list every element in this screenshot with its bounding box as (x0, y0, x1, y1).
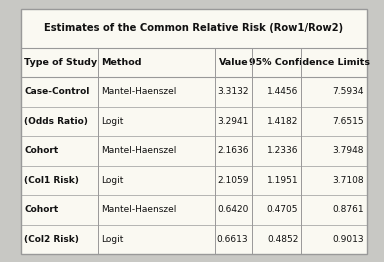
Text: Mantel-Haenszel: Mantel-Haenszel (101, 87, 176, 96)
Text: Method: Method (101, 58, 141, 67)
Text: Logit: Logit (101, 176, 123, 185)
Text: 95% Confidence Limits: 95% Confidence Limits (248, 58, 370, 67)
Text: Logit: Logit (101, 117, 123, 126)
Text: 3.7108: 3.7108 (332, 176, 364, 185)
Text: Cohort: Cohort (24, 205, 58, 214)
Text: 0.6420: 0.6420 (217, 205, 248, 214)
Text: Estimates of the Common Relative Risk (Row1/Row2): Estimates of the Common Relative Risk (R… (45, 23, 343, 33)
Text: 7.6515: 7.6515 (332, 117, 364, 126)
Text: (Odds Ratio): (Odds Ratio) (24, 117, 88, 126)
Text: Case-Control: Case-Control (24, 87, 89, 96)
Text: 3.3132: 3.3132 (217, 87, 248, 96)
Text: Cohort: Cohort (24, 146, 58, 155)
Text: 3.7948: 3.7948 (332, 146, 364, 155)
Text: Logit: Logit (101, 235, 123, 244)
Text: 0.8761: 0.8761 (332, 205, 364, 214)
Text: 7.5934: 7.5934 (332, 87, 364, 96)
Text: 2.1636: 2.1636 (217, 146, 248, 155)
Text: 0.9013: 0.9013 (332, 235, 364, 244)
Text: 1.4456: 1.4456 (267, 87, 298, 96)
Text: (Col2 Risk): (Col2 Risk) (24, 235, 79, 244)
Text: 1.4182: 1.4182 (267, 117, 298, 126)
Text: 0.4705: 0.4705 (267, 205, 298, 214)
Text: 2.1059: 2.1059 (217, 176, 248, 185)
Text: (Col1 Risk): (Col1 Risk) (24, 176, 79, 185)
Text: 3.2941: 3.2941 (217, 117, 248, 126)
Text: 0.4852: 0.4852 (267, 235, 298, 244)
Text: Mantel-Haenszel: Mantel-Haenszel (101, 146, 176, 155)
Text: 1.2336: 1.2336 (267, 146, 298, 155)
Text: Value: Value (219, 58, 248, 67)
FancyBboxPatch shape (21, 9, 367, 254)
Text: Type of Study: Type of Study (24, 58, 97, 67)
Text: 0.6613: 0.6613 (217, 235, 248, 244)
Text: 1.1951: 1.1951 (267, 176, 298, 185)
Text: Mantel-Haenszel: Mantel-Haenszel (101, 205, 176, 214)
